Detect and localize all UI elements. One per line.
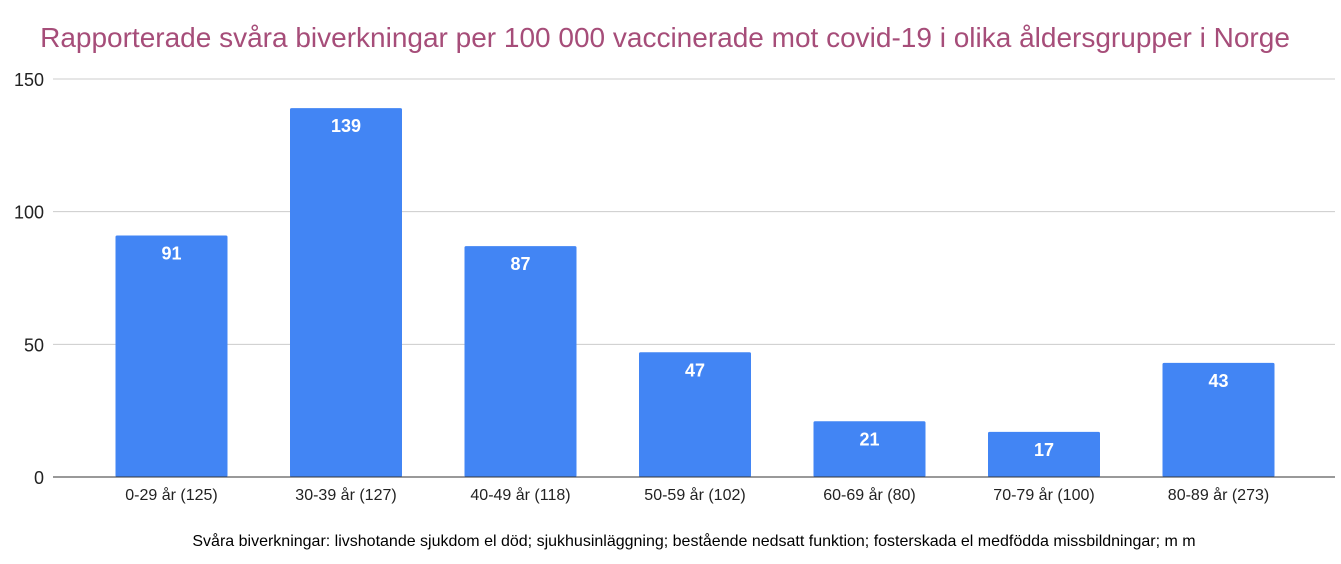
x-tick-label: 40-49 år (118) [470,486,570,504]
data-labels: 91 139 87 47 21 17 43 [161,116,1228,460]
data-label: 47 [685,360,705,380]
bar-0 [115,235,228,477]
bar-2 [464,246,577,477]
x-tick-label: 50-59 år (102) [644,486,745,504]
bar-3 [639,352,751,477]
x-tick-label: 80-89 år (273) [1168,486,1269,504]
y-tick-label: 0 [34,468,44,488]
x-tick-label: 0-29 år (125) [125,486,218,504]
bar-6 [1162,362,1275,477]
y-tick-label: 150 [14,70,44,90]
y-tick-label: 50 [24,335,44,355]
data-label: 87 [510,254,530,274]
data-label: 17 [1034,440,1054,460]
bar-5 [988,431,1100,477]
x-axis-ticks: 0-29 år (125) 30-39 år (127) 40-49 år (118… [125,486,1269,504]
x-tick-label: 60-69 år (80) [823,486,916,504]
y-axis-ticks: 0 50 100 150 [14,70,44,488]
y-tick-label: 100 [14,203,44,223]
data-label: 21 [859,429,879,449]
chart-title: Rapporterade svåra biverkningar per 100 … [40,22,1290,53]
data-label: 91 [161,244,181,264]
bars [115,108,1275,477]
x-tick-label: 70-79 år (100) [993,486,1094,504]
grid-lines [53,78,1335,345]
x-tick-label: 30-39 år (127) [295,486,396,504]
bar-4 [813,421,926,477]
bar-1 [290,108,402,477]
data-label: 139 [331,116,361,136]
x-axis-label: Svåra biverkningar: livshotande sjukdom … [192,532,1195,550]
data-label: 43 [1208,371,1228,391]
